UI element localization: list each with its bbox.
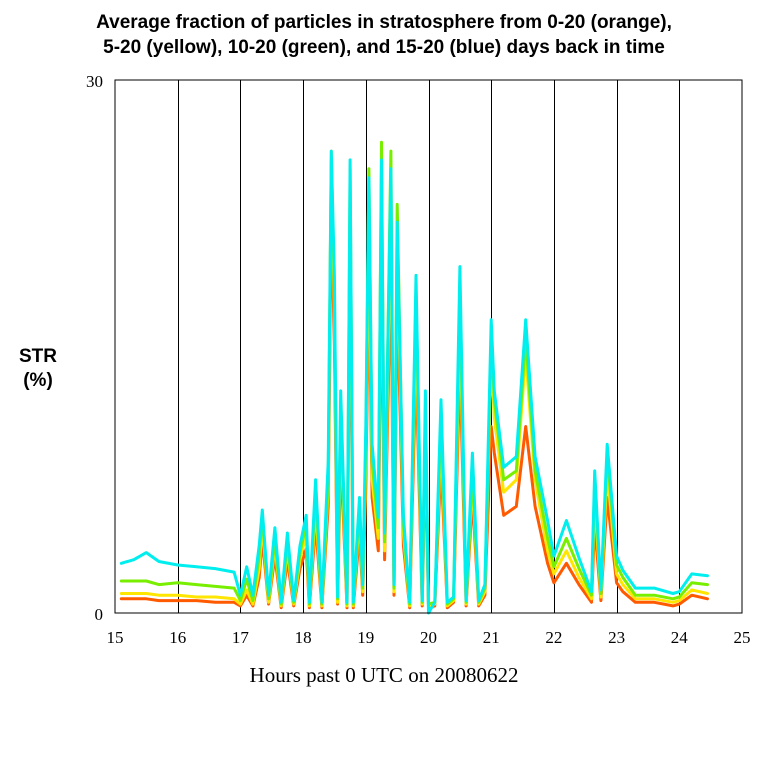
x-tick-17: 17 [232,628,250,647]
x-tick-21: 21 [483,628,500,647]
series-line-3 [119,149,709,615]
series-lines [119,140,709,615]
x-tick-24: 24 [671,628,689,647]
x-tick-15: 15 [107,628,124,647]
x-tick-20: 20 [420,628,437,647]
x-tick-22: 22 [545,628,562,647]
series-line-2 [119,140,709,606]
plot-frame [114,79,743,614]
y-axis-label-line-2: (%) [23,370,53,391]
x-tick-23: 23 [608,628,625,647]
y-tick-max: 30 [86,72,103,91]
chart-title-line-2: 5-20 (yellow), 10-20 (green), and 15-20 … [103,37,665,58]
x-axis-label: Hours past 0 UTC on 20080622 [250,663,519,687]
y-tick-zero: 0 [95,605,104,624]
x-tick-16: 16 [169,628,186,647]
x-tick-25: 25 [734,628,751,647]
y-axis-label-line-1: STR [19,346,57,367]
x-tick-18: 18 [295,628,312,647]
x-tick-19: 19 [357,628,374,647]
chart-title-line-1: Average fraction of particles in stratos… [96,12,672,33]
x-tick-labels: 15 16 17 18 19 20 21 22 23 24 25 [107,628,751,647]
